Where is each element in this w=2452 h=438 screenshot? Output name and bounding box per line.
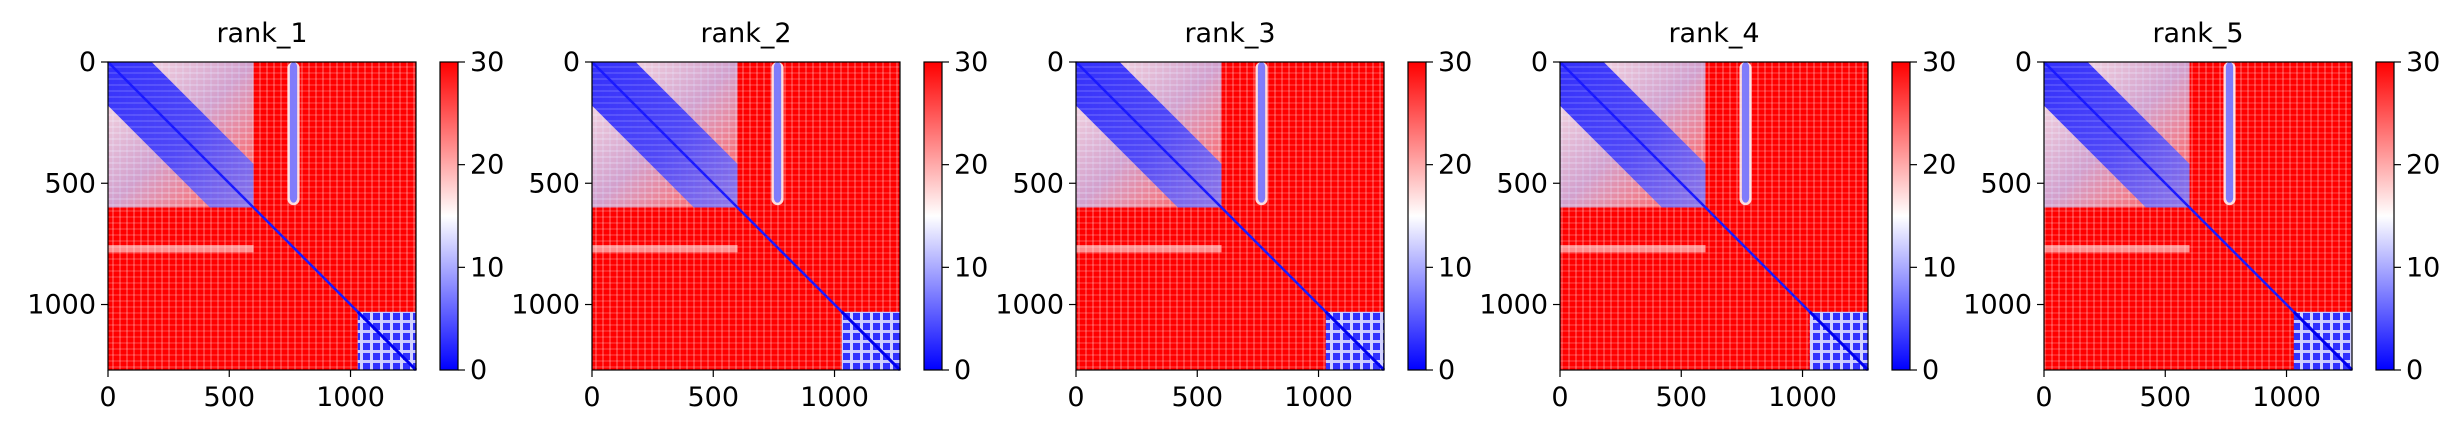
colorbar-tick-label: 20: [1438, 150, 1472, 181]
x-tick-label: 0: [1551, 382, 1568, 413]
y-tick-label: 0: [2015, 47, 2032, 78]
x-tick-label: 1000: [800, 382, 869, 413]
y-tick-label: 1000: [1479, 290, 1548, 321]
y-tick-label: 0: [79, 47, 96, 78]
axes-frame: [1075, 61, 1385, 371]
axes-frame: [107, 61, 417, 371]
colorbar: [923, 61, 943, 371]
colorbar-tick-label: 10: [2406, 252, 2440, 283]
x-tick-label: 0: [1067, 382, 1084, 413]
y-tick-label: 1000: [995, 290, 1064, 321]
x-tick-label: 1000: [1284, 382, 1353, 413]
panel-title: rank_1: [216, 18, 307, 49]
colorbar: [2375, 61, 2395, 371]
colorbar-tick-label: 0: [470, 355, 487, 386]
colorbar-tick-label: 20: [470, 150, 504, 181]
y-tick-label: 1000: [27, 290, 96, 321]
colorbar-tick-label: 20: [954, 150, 988, 181]
panel-2: rank_2 0 500 1000 0 500 1000 0 10 20 30: [511, 18, 988, 413]
heatmap-image: [107, 61, 418, 372]
colorbar-tick-label: 20: [2406, 150, 2440, 181]
x-tick-label: 1000: [2252, 382, 2321, 413]
colorbar: [1407, 61, 1427, 371]
colorbar-tick-label: 0: [1438, 355, 1455, 386]
y-tick-label: 0: [1531, 47, 1548, 78]
heatmap-image: [2043, 61, 2354, 372]
y-tick-label: 500: [1980, 168, 2032, 199]
x-tick-label: 0: [583, 382, 600, 413]
colorbar-tick-label: 30: [2406, 47, 2440, 78]
y-tick-label: 500: [1012, 168, 1064, 199]
axes-frame: [1559, 61, 1869, 371]
colorbar-tick-label: 30: [954, 47, 988, 78]
panel-3: rank_3 0 500 1000 0 500 1000 0 10 20 30: [995, 18, 1472, 413]
panel-4: rank_4 0 500 1000 0 500 1000 0 10 20 30: [1479, 18, 1956, 413]
x-tick-label: 0: [99, 382, 116, 413]
panel-title: rank_4: [1668, 18, 1759, 49]
axes-frame: [2043, 61, 2353, 371]
x-tick-label: 500: [1655, 382, 1707, 413]
colorbar-tick-label: 10: [1922, 252, 1956, 283]
panel-1: rank_1 0 500 1000 0 500 1000 0 10 20 30: [27, 18, 504, 413]
x-tick-label: 1000: [1768, 382, 1837, 413]
y-tick-label: 1000: [1963, 290, 2032, 321]
colorbar-tick-label: 20: [1922, 150, 1956, 181]
colorbar-tick-label: 0: [2406, 355, 2423, 386]
x-tick-label: 500: [687, 382, 739, 413]
panel-title: rank_2: [700, 18, 791, 49]
x-tick-label: 500: [203, 382, 255, 413]
heatmap-image: [1559, 61, 1870, 372]
panel-5: rank_5 0 500 1000 0 500 1000 0 10 20 30: [1963, 18, 2440, 413]
y-tick-label: 500: [1496, 168, 1548, 199]
colorbar-tick-label: 30: [1922, 47, 1956, 78]
x-tick-label: 500: [2139, 382, 2191, 413]
colorbar-tick-label: 10: [470, 252, 504, 283]
colorbar: [439, 61, 459, 371]
heatmap-image: [591, 61, 902, 372]
x-tick-label: 500: [1171, 382, 1223, 413]
x-tick-label: 0: [2035, 382, 2052, 413]
colorbar-tick-label: 0: [954, 355, 971, 386]
y-tick-label: 1000: [511, 290, 580, 321]
y-tick-label: 0: [563, 47, 580, 78]
colorbar-tick-label: 10: [954, 252, 988, 283]
panel-title: rank_3: [1184, 18, 1275, 49]
colorbar-tick-label: 10: [1438, 252, 1472, 283]
y-tick-label: 500: [528, 168, 580, 199]
colorbar-tick-label: 0: [1922, 355, 1939, 386]
heatmap-image: [1075, 61, 1386, 372]
colorbar-tick-label: 30: [1438, 47, 1472, 78]
x-tick-label: 1000: [316, 382, 385, 413]
y-tick-label: 0: [1047, 47, 1064, 78]
axes-frame: [591, 61, 901, 371]
panel-title: rank_5: [2152, 18, 2243, 49]
y-tick-label: 500: [44, 168, 96, 199]
colorbar-tick-label: 30: [470, 47, 504, 78]
colorbar: [1891, 61, 1911, 371]
